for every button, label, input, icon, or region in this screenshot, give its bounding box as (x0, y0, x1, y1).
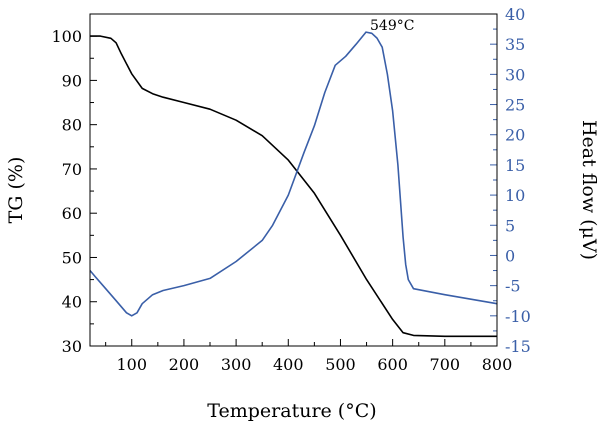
y-right-tick-label: 5 (505, 216, 515, 235)
y-left-tick-label: 40 (62, 293, 82, 312)
y-left-tick-label: 30 (62, 337, 82, 356)
x-tick-label: 600 (377, 355, 408, 374)
x-tick-label: 400 (273, 355, 304, 374)
axis-ticks (90, 13, 498, 347)
y-right-tick-label: 30 (505, 65, 525, 84)
x-tick-label: 100 (116, 355, 147, 374)
y-left-tick-label: 90 (62, 71, 82, 90)
x-tick-label: 200 (169, 355, 200, 374)
heat-flow-curve (89, 31, 498, 317)
y-right-tick-label: 0 (505, 246, 515, 265)
y-left-tick-label: 50 (62, 248, 82, 267)
y-axis-right-label: Heat flow (μV) (578, 120, 600, 260)
y-right-tick-label: 15 (505, 156, 525, 175)
tick-labels: 100 200 300 400 500 600 700 8003040506070809010… (51, 5, 530, 374)
y-right-tick-label: 35 (505, 35, 525, 54)
tg-curve (90, 35, 497, 338)
x-tick-label: 700 (430, 355, 461, 374)
y-right-tick-label: -5 (505, 277, 521, 296)
y-left-tick-label: 60 (62, 204, 82, 223)
x-tick-label: 300 (221, 355, 252, 374)
peak-annotation: 549°C (370, 18, 414, 34)
y-right-tick-label: 20 (505, 126, 525, 145)
x-axis-label: Temperature (°C) (207, 400, 376, 422)
series-layer (89, 31, 498, 338)
y-right-tick-label: 10 (505, 186, 525, 205)
plot-frame (89, 13, 498, 347)
y-right-tick-label: -15 (505, 337, 531, 356)
y-left-tick-label: 70 (62, 160, 82, 179)
y-left-tick-label: 100 (51, 27, 82, 46)
y-axis-left-label: TG (%) (5, 157, 27, 224)
y-right-tick-label: 25 (505, 96, 525, 115)
y-right-tick-label: -10 (505, 307, 531, 326)
y-right-tick-label: 40 (505, 5, 525, 24)
x-tick-label: 800 (482, 355, 513, 374)
x-tick-label: 500 (325, 355, 356, 374)
y-left-tick-label: 80 (62, 116, 82, 135)
